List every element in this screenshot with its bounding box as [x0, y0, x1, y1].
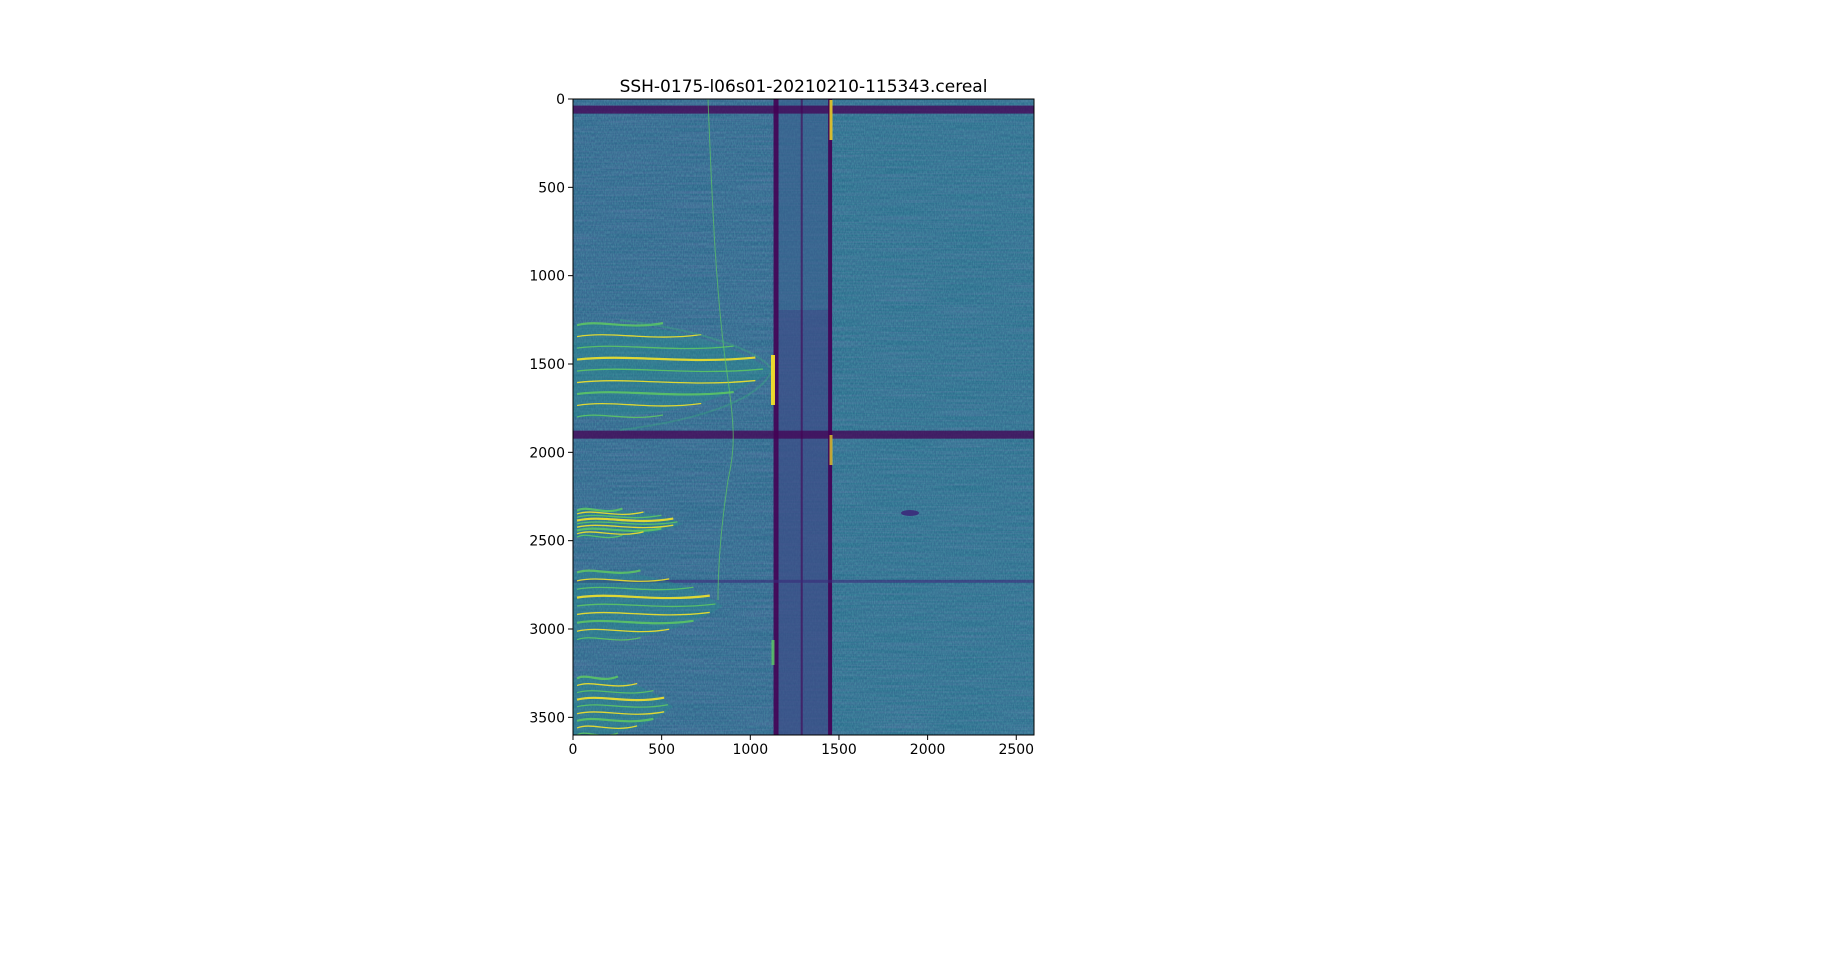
bright-streak — [576, 511, 644, 515]
bright-streak — [576, 390, 734, 396]
axes-frame — [572, 98, 1035, 736]
bright-streak — [576, 619, 694, 625]
bright-streak — [576, 732, 619, 735]
bright-region — [573, 322, 773, 419]
x-tick-label: 2500 — [998, 742, 1034, 758]
x-tick-label: 0 — [569, 742, 578, 758]
bright-streak — [576, 507, 623, 513]
x-axis: 0 500 1000 1500 2000 2500 — [569, 735, 1034, 758]
horizontal-dark-band — [573, 430, 1034, 439]
vertical-bands — [773, 99, 833, 735]
y-tick-label: 0 — [556, 92, 565, 108]
bright-streak — [576, 524, 674, 529]
bright-streak — [576, 594, 710, 600]
bright-streak — [576, 322, 664, 327]
bright-streak — [576, 675, 619, 680]
bright-streak — [576, 611, 710, 616]
bright-streak — [576, 603, 716, 608]
bright-streak — [576, 356, 756, 362]
bright-streak — [576, 521, 678, 525]
bright-streak — [576, 586, 694, 591]
bright-regions — [573, 322, 773, 735]
x-tick-label: 500 — [648, 742, 675, 758]
bright-streak — [576, 368, 764, 373]
y-tick-label: 3500 — [529, 710, 565, 726]
x-tick-label: 1000 — [732, 742, 768, 758]
x-tick-label: 1500 — [821, 742, 857, 758]
bright-region — [573, 507, 683, 539]
bright-streak — [576, 636, 641, 641]
bright-streak — [576, 628, 670, 633]
bright-streak — [576, 717, 654, 723]
horizontal-dark-band — [573, 579, 1034, 583]
vertical-dark-band — [800, 99, 803, 735]
y-axis: 0 500 1000 1500 2000 2500 3000 3500 — [529, 92, 573, 726]
bright-streak — [576, 534, 623, 539]
bright-streak — [576, 689, 654, 694]
x-tick-label: 2000 — [910, 742, 946, 758]
bright-streak — [576, 682, 638, 687]
bright-streak — [576, 531, 644, 535]
vertical-dark-band — [773, 99, 779, 735]
horizontal-dark-band — [573, 105, 1034, 114]
bright-streak — [576, 517, 674, 523]
bright-streak — [576, 527, 662, 532]
thin-curve — [707, 99, 734, 601]
bright-streak — [576, 725, 638, 729]
bright-region — [573, 675, 673, 735]
y-tick-label: 500 — [538, 180, 565, 196]
bright-streak — [576, 696, 665, 702]
bright-streak — [576, 414, 664, 419]
bright-streak — [576, 569, 641, 574]
bright-streak — [576, 345, 734, 350]
vertical-dark-band — [828, 99, 833, 735]
bright-streak — [576, 514, 662, 519]
dark-spot — [901, 510, 919, 516]
bright-streak — [576, 578, 670, 582]
y-tick-label: 3000 — [529, 622, 565, 638]
heatmap-image — [573, 99, 1034, 735]
y-tick-label: 2000 — [529, 445, 565, 461]
bright-region — [573, 569, 723, 641]
chart-title: SSH-0175-l06s01-20210210-115343.cereal — [620, 77, 988, 97]
bright-streak — [576, 704, 669, 708]
y-tick-label: 2500 — [529, 534, 565, 550]
horizontal-bands — [573, 105, 1034, 583]
bright-streak — [576, 333, 702, 338]
center-band — [777, 99, 832, 735]
y-tick-label: 1000 — [529, 269, 565, 285]
bright-streak — [576, 711, 665, 715]
y-tick-label: 1500 — [529, 357, 565, 373]
bright-streak — [576, 402, 702, 407]
bright-streak — [576, 379, 756, 384]
center-band-lower — [777, 310, 832, 735]
